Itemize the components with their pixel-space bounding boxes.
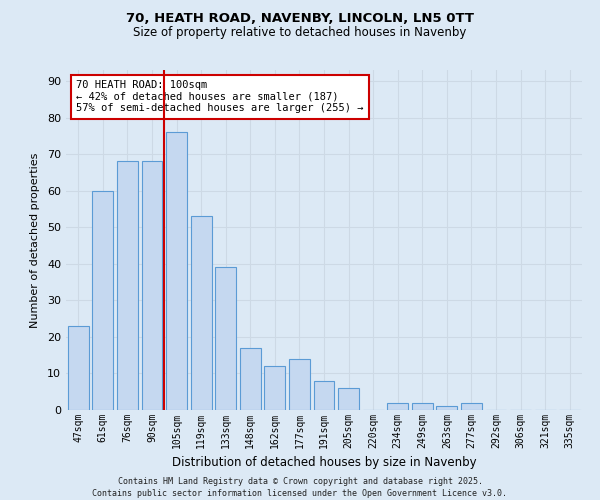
- Bar: [240, 348, 261, 410]
- Text: 70, HEATH ROAD, NAVENBY, LINCOLN, LN5 0TT: 70, HEATH ROAD, NAVENBY, LINCOLN, LN5 0T…: [126, 12, 474, 26]
- Bar: [436, 406, 457, 410]
- Bar: [166, 132, 187, 410]
- Text: Contains HM Land Registry data © Crown copyright and database right 2025.
Contai: Contains HM Land Registry data © Crown c…: [92, 476, 508, 498]
- Text: Size of property relative to detached houses in Navenby: Size of property relative to detached ho…: [133, 26, 467, 39]
- Bar: [142, 162, 163, 410]
- Bar: [191, 216, 212, 410]
- Bar: [387, 402, 408, 410]
- Bar: [215, 268, 236, 410]
- Bar: [338, 388, 359, 410]
- X-axis label: Distribution of detached houses by size in Navenby: Distribution of detached houses by size …: [172, 456, 476, 469]
- Bar: [461, 402, 482, 410]
- Bar: [68, 326, 89, 410]
- Bar: [117, 162, 138, 410]
- Bar: [289, 359, 310, 410]
- Bar: [265, 366, 286, 410]
- Y-axis label: Number of detached properties: Number of detached properties: [30, 152, 40, 328]
- Bar: [412, 402, 433, 410]
- Text: 70 HEATH ROAD: 100sqm
← 42% of detached houses are smaller (187)
57% of semi-det: 70 HEATH ROAD: 100sqm ← 42% of detached …: [76, 80, 364, 114]
- Bar: [92, 190, 113, 410]
- Bar: [314, 381, 334, 410]
